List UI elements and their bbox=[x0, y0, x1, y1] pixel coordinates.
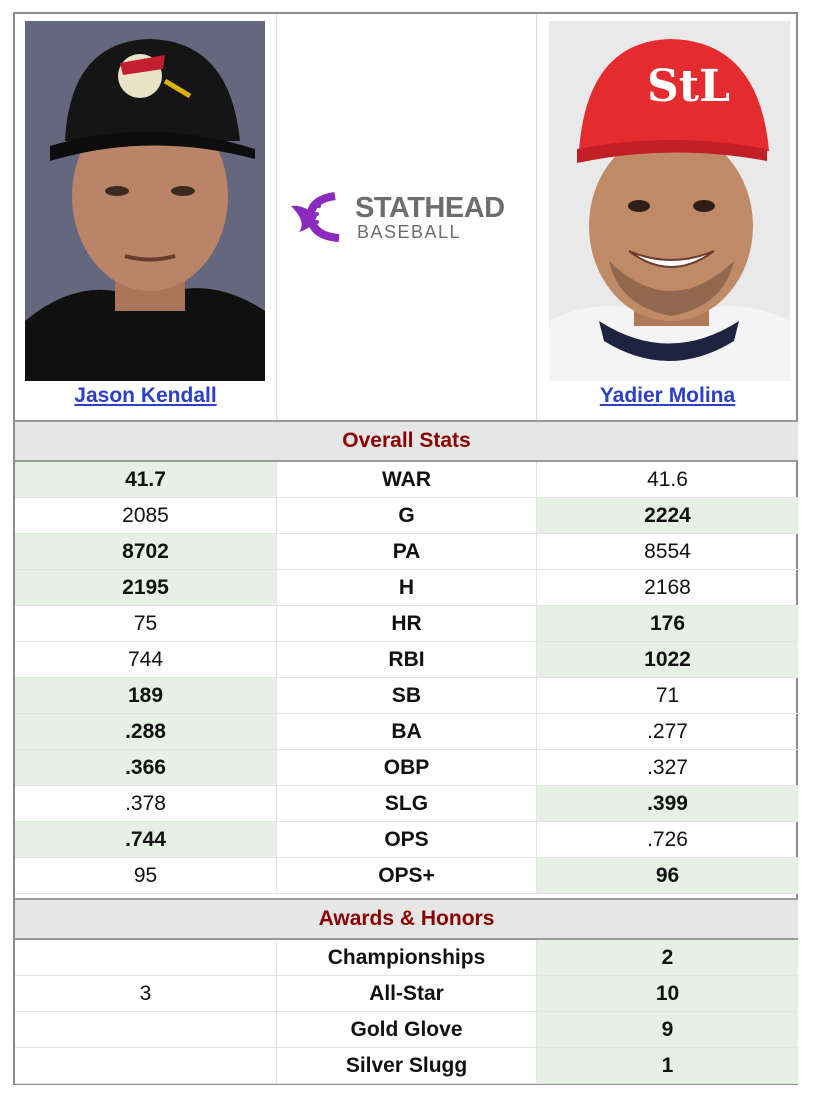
right-player-value: .726 bbox=[647, 828, 688, 851]
stat-label: OBP bbox=[276, 750, 537, 785]
left-player-value bbox=[15, 1048, 276, 1083]
left-player-value: .744 bbox=[15, 822, 276, 857]
table-row: .288 BA .277 bbox=[15, 714, 798, 750]
right-player-value: 96 bbox=[537, 858, 798, 893]
stathead-logo-icon bbox=[291, 192, 340, 242]
right-player-column: StL Yadier Molina bbox=[537, 14, 798, 420]
right-player-value: .327 bbox=[647, 756, 688, 779]
table-row: Gold Glove 9 bbox=[15, 1012, 798, 1048]
left-player-photo bbox=[25, 21, 265, 381]
stat-label: OPS+ bbox=[276, 858, 537, 893]
logo-word-baseball: BASEBALL bbox=[357, 222, 462, 242]
table-row: 2195 H 2168 bbox=[15, 570, 798, 606]
right-player-value: 10 bbox=[537, 976, 798, 1011]
logo-word-stathead: STATHEAD bbox=[355, 192, 505, 224]
right-player-value: 2224 bbox=[537, 498, 798, 533]
left-player-value: 41.7 bbox=[15, 462, 276, 497]
left-player-column: Jason Kendall bbox=[15, 14, 276, 420]
left-player-value: 2085 bbox=[122, 504, 169, 527]
table-row: 95 OPS+ 96 bbox=[15, 858, 798, 894]
comparison-card: Jason Kendall STATHEAD BASEBALL bbox=[13, 12, 798, 1085]
stat-label: SLG bbox=[276, 786, 537, 821]
left-player-value bbox=[15, 940, 276, 975]
left-player-value: 3 bbox=[139, 982, 152, 1005]
table-row: 3 All-Star 10 bbox=[15, 976, 798, 1012]
stat-label: PA bbox=[276, 534, 537, 569]
table-row: 75 HR 176 bbox=[15, 606, 798, 642]
table-row: 2085 G 2224 bbox=[15, 498, 798, 534]
table-row: 744 RBI 1022 bbox=[15, 642, 798, 678]
left-player-value: 8702 bbox=[15, 534, 276, 569]
table-row: Championships 2 bbox=[15, 940, 798, 976]
stathead-logo[interactable]: STATHEAD BASEBALL bbox=[289, 192, 529, 242]
left-player-link[interactable]: Jason Kendall bbox=[74, 384, 217, 407]
table-row: .366 OBP .327 bbox=[15, 750, 798, 786]
left-player-value: 75 bbox=[133, 612, 158, 635]
right-player-value: 2 bbox=[537, 940, 798, 975]
stat-label: BA bbox=[276, 714, 537, 749]
left-player-value: .288 bbox=[15, 714, 276, 749]
right-player-value: 41.6 bbox=[647, 468, 688, 491]
table-row: .378 SLG .399 bbox=[15, 786, 798, 822]
table-row: 189 SB 71 bbox=[15, 678, 798, 714]
overall-stats-header: Overall Stats bbox=[15, 420, 798, 462]
right-player-link[interactable]: Yadier Molina bbox=[599, 384, 736, 407]
table-row: .744 OPS .726 bbox=[15, 822, 798, 858]
logo-column: STATHEAD BASEBALL bbox=[276, 14, 537, 420]
stat-label: Gold Glove bbox=[276, 1012, 537, 1047]
stat-label: Championships bbox=[276, 940, 537, 975]
stat-label: OPS bbox=[276, 822, 537, 857]
svg-text:StL: StL bbox=[647, 61, 730, 112]
left-player-value bbox=[15, 1012, 276, 1047]
stat-label: RBI bbox=[276, 642, 537, 677]
stat-label: H bbox=[276, 570, 537, 605]
right-player-value: 71 bbox=[655, 684, 680, 707]
table-row: Silver Slugg 1 bbox=[15, 1048, 798, 1084]
left-player-value: 189 bbox=[15, 678, 276, 713]
left-player-value: 744 bbox=[127, 648, 164, 671]
stat-label: Silver Slugg bbox=[276, 1048, 537, 1083]
right-player-value: 8554 bbox=[644, 540, 691, 563]
stat-label: G bbox=[276, 498, 537, 533]
stat-label: HR bbox=[276, 606, 537, 641]
stat-label: WAR bbox=[276, 462, 537, 497]
stat-label: All-Star bbox=[276, 976, 537, 1011]
right-player-photo: StL bbox=[549, 21, 790, 381]
stat-label: SB bbox=[276, 678, 537, 713]
right-player-value: .399 bbox=[537, 786, 798, 821]
table-row: 8702 PA 8554 bbox=[15, 534, 798, 570]
header: Jason Kendall STATHEAD BASEBALL bbox=[15, 14, 798, 420]
left-player-value: 2195 bbox=[15, 570, 276, 605]
right-player-value: 1 bbox=[537, 1048, 798, 1083]
left-player-value: 95 bbox=[133, 864, 158, 887]
right-player-value: .277 bbox=[647, 720, 688, 743]
right-player-value: 2168 bbox=[644, 576, 691, 599]
left-player-value: .366 bbox=[15, 750, 276, 785]
table-row: 41.7 WAR 41.6 bbox=[15, 462, 798, 498]
right-player-value: 9 bbox=[537, 1012, 798, 1047]
right-player-value: 176 bbox=[537, 606, 798, 641]
left-player-value: .378 bbox=[125, 792, 166, 815]
awards-header: Awards & Honors bbox=[15, 898, 798, 940]
right-player-value: 1022 bbox=[537, 642, 798, 677]
